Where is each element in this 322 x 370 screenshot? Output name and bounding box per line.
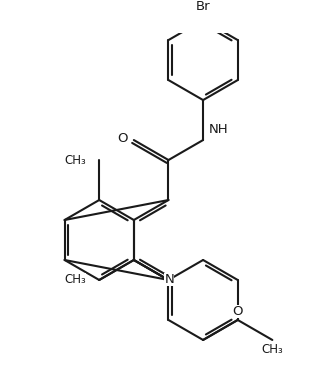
Text: CH₃: CH₃ — [64, 154, 86, 166]
Text: NH: NH — [209, 123, 229, 136]
Text: N: N — [164, 273, 174, 286]
Text: CH₃: CH₃ — [64, 273, 86, 286]
Text: O: O — [232, 305, 243, 318]
Text: O: O — [118, 132, 128, 145]
Text: Br: Br — [196, 0, 210, 13]
Text: CH₃: CH₃ — [261, 343, 283, 356]
